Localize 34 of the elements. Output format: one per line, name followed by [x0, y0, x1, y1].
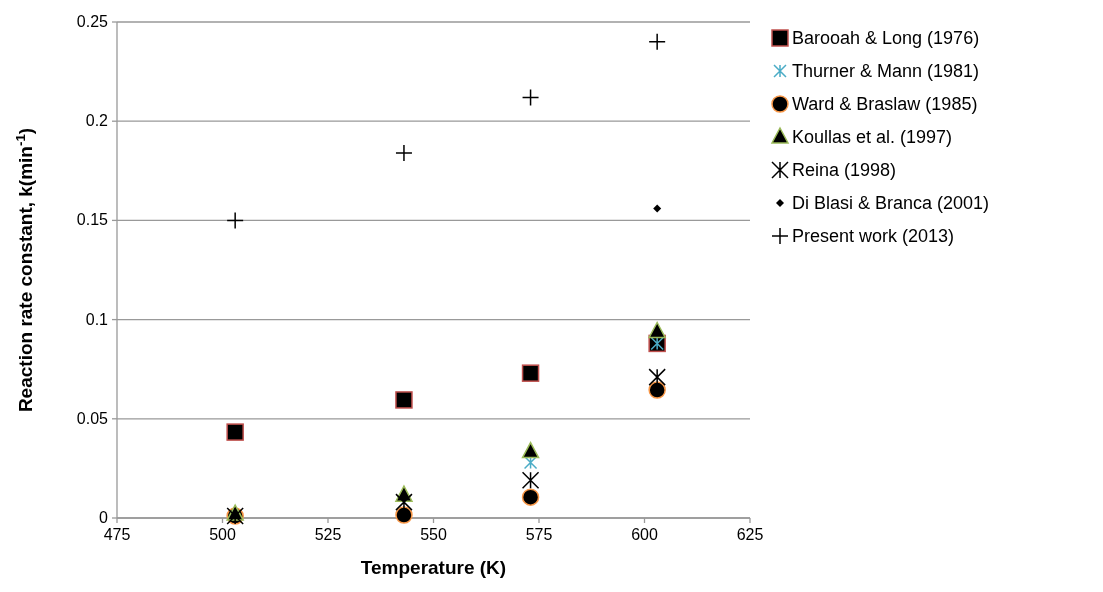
point	[653, 204, 662, 213]
y-tick-label: 0.1	[85, 310, 109, 328]
point	[648, 321, 666, 339]
point	[521, 441, 540, 459]
x-tick-label: 525	[314, 526, 342, 543]
point	[395, 493, 413, 511]
legend-label: Reina (1998)	[792, 160, 897, 180]
x-tick-label: 600	[631, 526, 658, 543]
point	[648, 368, 666, 386]
point	[521, 364, 540, 382]
point	[521, 88, 540, 107]
y-tick-label: 0.15	[76, 211, 109, 229]
point	[648, 381, 666, 399]
x-tick-label: 575	[525, 526, 553, 543]
legend-label: Barooah & Long (1976)	[792, 28, 980, 48]
y-tick-label: 0	[99, 509, 109, 526]
point	[226, 423, 244, 441]
legend-label: Thurner & Mann (1981)	[792, 61, 980, 81]
x-tick-label: 625	[736, 526, 764, 543]
legend-label: Ward & Braslaw (1985)	[792, 94, 978, 114]
point	[521, 488, 540, 506]
y-tick-label: 0.05	[76, 409, 109, 427]
point	[395, 506, 413, 524]
y-tick-label: 0.2	[85, 112, 109, 130]
point	[521, 471, 540, 490]
x-tick-label: 500	[209, 526, 236, 543]
y-tick-label: 0.25	[76, 13, 109, 30]
legend-label: Koullas et al. (1997)	[792, 127, 953, 147]
x-tick-label: 550	[420, 526, 447, 543]
point	[395, 391, 413, 409]
x-axis-title: Temperature (K)	[360, 557, 507, 578]
legend-label: Present work (2013)	[792, 226, 955, 246]
x-tick-label: 475	[103, 526, 131, 543]
legend-label: Di Blasi & Branca (2001)	[792, 193, 990, 213]
